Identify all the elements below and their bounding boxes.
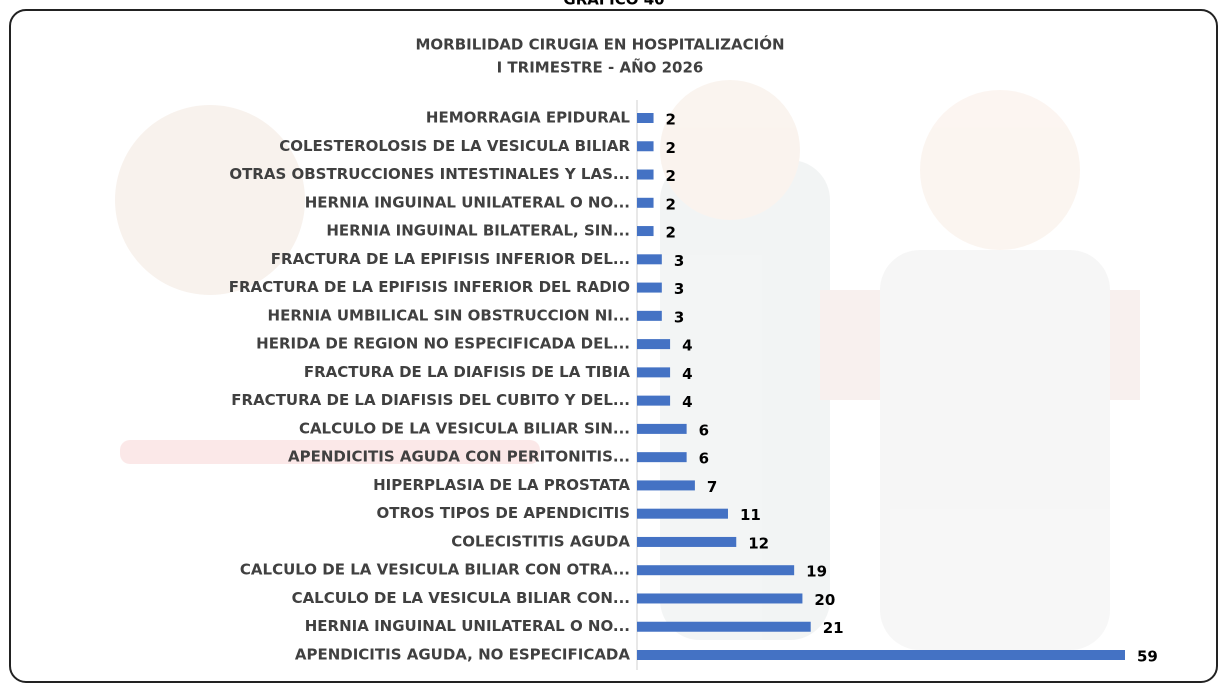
category-label: FRACTURA DE LA DIAFISIS DE LA TIBIA [304,363,631,381]
value-label: 6 [699,450,709,468]
value-label: 7 [707,478,717,496]
category-label: APENDICITIS AGUDA CON PERITONITIS... [288,448,630,466]
value-label: 20 [814,591,835,609]
category-label: HIPERPLASIA DE LA PROSTATA [373,476,630,494]
bar [637,424,687,434]
value-label: 3 [674,252,684,270]
bar [637,480,695,490]
value-label: 2 [666,139,676,157]
value-label: 2 [666,224,676,242]
bar [637,622,811,632]
header: GRAFICO 40 [563,0,664,9]
bar [637,367,670,377]
category-label: HERNIA INGUINAL BILATERAL, SIN... [326,222,630,240]
category-label: APENDICITIS AGUDA, NO ESPECIFICADA [295,646,631,664]
category-label: COLECISTITIS AGUDA [451,532,630,550]
category-label: CALCULO DE LA VESICULA BILIAR SIN... [299,419,630,437]
chart: GRAFICO 40 MORBILIDAD CIRUGIA EN HOSPITA… [0,0,1227,686]
bar [637,141,654,151]
category-label: OTROS TIPOS DE APENDICITIS [377,504,630,522]
category-label: FRACTURA DE LA EPIFISIS INFERIOR DEL... [271,250,630,268]
value-label: 4 [682,365,692,383]
value-label: 2 [666,195,676,213]
chart-title: MORBILIDAD CIRUGIA EN HOSPITALIZACIÓN [415,35,784,54]
value-label: 12 [748,534,769,552]
bar [637,650,1125,660]
bar [637,593,802,603]
category-label: CALCULO DE LA VESICULA BILIAR CON OTRA..… [240,561,630,579]
value-label: 19 [806,563,827,581]
value-label: 3 [674,280,684,298]
value-label: 21 [823,619,844,637]
bar [637,283,662,293]
bar [637,452,687,462]
value-label: 3 [674,308,684,326]
category-label: HERNIA INGUINAL UNILATERAL O NO... [305,193,630,211]
category-label: HERIDA DE REGION NO ESPECIFICADA DEL... [256,335,630,353]
category-label: FRACTURA DE LA DIAFISIS DEL CUBITO Y DEL… [231,391,630,409]
value-label: 4 [682,337,692,355]
value-label: 4 [682,393,692,411]
category-label: HERNIA INGUINAL UNILATERAL O NO... [305,617,630,635]
bar [637,339,670,349]
value-label: 59 [1137,648,1158,666]
category-label: HERNIA UMBILICAL SIN OBSTRUCCION NI... [268,306,630,324]
value-label: 2 [666,167,676,185]
value-label: 2 [666,111,676,129]
bar [637,565,794,575]
value-label: 6 [699,421,709,439]
bar [637,113,654,123]
bar [637,396,670,406]
value-label: 11 [740,506,761,524]
bar [637,226,654,236]
category-label: COLESTEROLOSIS DE LA VESICULA BILIAR [279,137,630,155]
chart-subtitle: I TRIMESTRE - AÑO 2026 [497,58,704,77]
bar [637,170,654,180]
bar [637,198,654,208]
category-label: HEMORRAGIA EPIDURAL [426,109,631,127]
category-label: OTRAS OBSTRUCCIONES INTESTINALES Y LAS..… [229,165,630,183]
bar [637,509,728,519]
category-label: FRACTURA DE LA EPIFISIS INFERIOR DEL RAD… [229,278,630,296]
category-label: CALCULO DE LA VESICULA BILIAR CON... [292,589,630,607]
bar [637,311,662,321]
bar [637,254,662,264]
bar [637,537,736,547]
